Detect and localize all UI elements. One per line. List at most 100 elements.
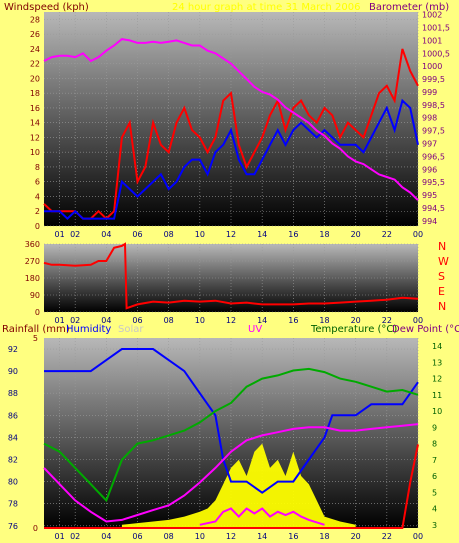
barometer-tick-label: 995,5 xyxy=(422,178,445,187)
x-tick-label: 08 xyxy=(164,230,174,239)
direction-tick-label: 360 xyxy=(25,240,40,249)
temperature-tick-label: 5 xyxy=(432,488,437,497)
barometer-tick-label: 999 xyxy=(422,88,437,97)
direction-tick-label: 90 xyxy=(30,291,40,300)
barometer-line xyxy=(43,38,419,201)
x-tick-label: 01 xyxy=(54,316,64,325)
uv-line xyxy=(199,507,325,526)
humidity-tick-label: 86 xyxy=(8,411,18,420)
temperature-tick-label: 4 xyxy=(432,505,437,514)
solar-area xyxy=(121,443,356,528)
barometer-tick-label: 999,5 xyxy=(422,75,445,84)
barometer-tick-label: 1000,5 xyxy=(422,49,450,58)
x-tick-label: 06 xyxy=(132,532,142,541)
x-tick-label: 08 xyxy=(164,532,174,541)
direction-label-w: W xyxy=(438,255,449,268)
x-tick-label: 16 xyxy=(288,532,298,541)
x-tick-label: 16 xyxy=(288,230,298,239)
x-tick-label: 00 xyxy=(413,532,423,541)
windspeed-tick-label: 6 xyxy=(35,178,40,187)
x-tick-label: 12 xyxy=(226,316,236,325)
windspeed-tick-label: 18 xyxy=(30,89,40,98)
windspeed-tick-label: 10 xyxy=(30,148,40,157)
temperature-tick-label: 14 xyxy=(432,342,442,351)
temperature-tick-label: 12 xyxy=(432,375,442,384)
barometer-tick-label: 997,5 xyxy=(422,127,445,136)
x-tick-label: 01 xyxy=(54,532,64,541)
humidity-tick-label: 76 xyxy=(8,522,18,531)
x-tick-label: 01 xyxy=(54,230,64,239)
humidity-tick-label: 90 xyxy=(8,367,18,376)
x-tick-label: 06 xyxy=(132,316,142,325)
direction-tick-label: 270 xyxy=(25,257,40,266)
x-tick-label: 10 xyxy=(195,532,205,541)
barometer-tick-label: 998 xyxy=(422,114,437,123)
wind-average-line xyxy=(44,98,419,220)
temperature-legend-label: Temperature (°C) xyxy=(310,324,397,335)
x-tick-label: 14 xyxy=(257,316,267,325)
windspeed-tick-label: 4 xyxy=(35,192,40,201)
rainfall-tick-label: 0 xyxy=(33,524,38,533)
humidity-tick-label: 88 xyxy=(8,389,18,398)
barometer-tick-label: 997 xyxy=(422,139,437,148)
rainfall-tick-label: 5 xyxy=(33,334,38,343)
direction-label-n-bottom: N xyxy=(438,300,446,313)
barometer-tick-label: 996 xyxy=(422,165,437,174)
humidity-tick-label: 84 xyxy=(8,433,18,442)
dew-point-line xyxy=(43,423,419,523)
solar-legend-label: Solar xyxy=(118,324,144,335)
temperature-line xyxy=(43,367,419,503)
rainfall-legend-label: Rainfall (mm) xyxy=(2,324,70,335)
temperature-tick-label: 13 xyxy=(432,358,442,367)
windspeed-tick-label: 22 xyxy=(30,60,40,69)
windspeed-axis-title: Windspeed (kph) xyxy=(4,2,89,13)
x-tick-label: 00 xyxy=(413,230,423,239)
humidity-tick-label: 78 xyxy=(8,500,18,509)
x-tick-label: 12 xyxy=(226,532,236,541)
humidity-line xyxy=(44,348,419,494)
windspeed-tick-label: 24 xyxy=(30,45,40,54)
humidity-tick-label: 92 xyxy=(8,345,18,354)
windspeed-tick-label: 12 xyxy=(30,133,40,142)
barometer-tick-label: 995 xyxy=(422,191,437,200)
x-tick-label: 00 xyxy=(413,316,423,325)
x-tick-label: 08 xyxy=(164,316,174,325)
temperature-tick-label: 11 xyxy=(432,391,442,400)
direction-label-e: E xyxy=(438,285,445,298)
direction-label-n-top: N xyxy=(438,240,446,253)
solar-area-fill xyxy=(121,443,356,528)
temperature-tick-label: 10 xyxy=(432,407,442,416)
x-tick-label: 04 xyxy=(101,316,111,325)
x-tick-label: 22 xyxy=(382,532,392,541)
windspeed-tick-label: 0 xyxy=(35,222,40,231)
x-tick-label: 04 xyxy=(101,532,111,541)
windspeed-tick-label: 16 xyxy=(30,104,40,113)
barometer-tick-label: 1000 xyxy=(422,62,442,71)
temperature-tick-label: 6 xyxy=(432,472,437,481)
uv-legend-label: UV xyxy=(248,324,262,335)
x-tick-label: 22 xyxy=(382,230,392,239)
dew-point-legend-label: Dew Point (°C) xyxy=(392,324,459,335)
temperature-tick-label: 3 xyxy=(432,521,437,530)
x-tick-label: 20 xyxy=(351,316,361,325)
x-tick-label: 10 xyxy=(195,316,205,325)
x-tick-label: 02 xyxy=(70,316,80,325)
barometer-tick-label: 994,5 xyxy=(422,204,445,213)
x-tick-label: 16 xyxy=(288,316,298,325)
x-tick-label: 02 xyxy=(70,532,80,541)
x-tick-label: 12 xyxy=(226,230,236,239)
windspeed-tick-label: 2 xyxy=(35,207,40,216)
windspeed-tick-label: 28 xyxy=(30,15,40,24)
x-tick-label: 20 xyxy=(351,532,361,541)
temperature-tick-label: 8 xyxy=(432,440,437,449)
rainfall-line xyxy=(44,444,419,529)
windspeed-tick-label: 20 xyxy=(30,74,40,83)
wind-direction-line xyxy=(43,242,419,310)
barometer-axis-title: Barometer (mb) xyxy=(369,2,449,13)
x-tick-label: 06 xyxy=(132,230,142,239)
x-tick-label: 18 xyxy=(319,230,329,239)
chart-timestamp-title: 24 hour graph at time 31 March 2006 xyxy=(172,2,360,13)
